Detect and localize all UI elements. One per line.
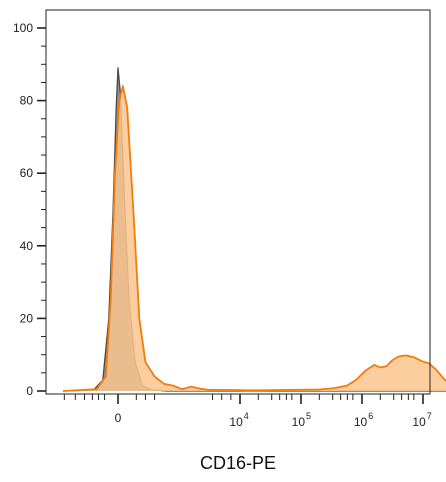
series-layer bbox=[63, 67, 446, 392]
x-tick-exponent: 4 bbox=[244, 411, 249, 421]
x-tick-exponent: 5 bbox=[306, 411, 311, 421]
x-tick-label: 10 bbox=[354, 415, 368, 429]
x-tick-label: 10 bbox=[229, 415, 243, 429]
y-tick-label: 0 bbox=[26, 384, 33, 398]
series-1-area bbox=[63, 86, 446, 391]
series-1-line bbox=[63, 85, 446, 392]
y-tick-label: 60 bbox=[20, 166, 34, 180]
x-tick-label: 10 bbox=[292, 415, 306, 429]
x-tick-exponent: 6 bbox=[368, 411, 373, 421]
axes-layer bbox=[45, 9, 431, 395]
x-axis-title: CD16-PE bbox=[200, 453, 276, 473]
x-tick-label: 0 bbox=[115, 411, 122, 425]
x-tick-label: 10 bbox=[412, 415, 426, 429]
plot-frame bbox=[45, 9, 431, 395]
x-tick-exponent: 7 bbox=[427, 411, 432, 421]
x-axis: 0 10 4 10 5 10 6 10 7 bbox=[63, 394, 432, 429]
y-tick-label: 80 bbox=[20, 94, 34, 108]
y-tick-label: 40 bbox=[20, 239, 34, 253]
y-tick-label: 100 bbox=[13, 21, 33, 35]
y-tick-label: 20 bbox=[20, 311, 34, 325]
y-axis: 0 20 40 60 80 100 bbox=[13, 21, 46, 398]
